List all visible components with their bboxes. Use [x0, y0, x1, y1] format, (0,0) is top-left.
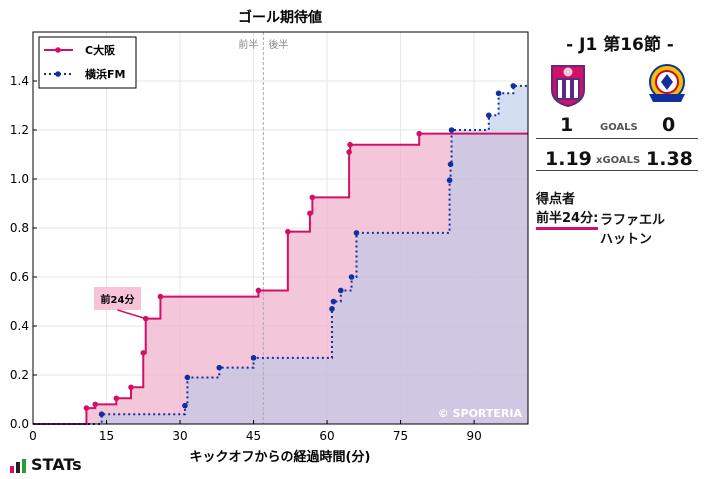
annotation-box — [94, 287, 141, 310]
series-1-point — [216, 364, 223, 371]
series-1-point — [329, 306, 335, 312]
series-0-point — [255, 287, 262, 294]
chart-watermark: © SPORTERIA — [438, 407, 523, 420]
home-goals: 1 — [560, 114, 574, 136]
series-0-point — [309, 194, 316, 201]
series-0-point — [285, 228, 291, 235]
series-area-1 — [33, 85, 528, 425]
y-tick-label: 1.2 — [10, 123, 29, 137]
x-tick-label: 15 — [99, 429, 114, 443]
chart-area-fills — [33, 85, 528, 425]
x-tick-label: 30 — [172, 429, 187, 443]
series-1-point — [448, 127, 455, 133]
x-tick-label: 75 — [393, 429, 408, 443]
chart-axes: 0.0 0.2 0.4 0.6 0.8 1.0 1.2 1.4 0 15 30 45 60 75 90 — [10, 31, 529, 443]
series-0-point — [307, 210, 313, 217]
series-0-point — [157, 293, 164, 300]
goals-label: GOALS — [600, 122, 638, 133]
x-axis-label: キックオフからの経過時間(分) — [190, 449, 371, 465]
series-0-point — [347, 141, 353, 148]
series-1-point — [250, 355, 257, 361]
series-1-point — [353, 230, 360, 236]
series-1-point — [184, 374, 191, 381]
series-line-1 — [33, 84, 528, 425]
series-1-point — [98, 411, 105, 418]
x-tick-label: 45 — [246, 429, 261, 443]
series-1-point — [446, 177, 453, 184]
annotation-label: 前24分 — [101, 293, 135, 306]
series-1-point — [348, 274, 355, 280]
series-0-point — [140, 350, 147, 356]
y-tick-label: 0.6 — [10, 270, 29, 284]
first-half-label: 前半 — [238, 38, 258, 51]
xgoals-row: 1.19 xGOALS 1.38 — [536, 148, 698, 171]
series-1-point — [485, 112, 492, 119]
match-title: - J1 第16節 - — [566, 35, 674, 55]
y-tick-label: 0.0 — [10, 417, 29, 431]
series-0-point — [83, 405, 90, 411]
away-goals: 0 — [662, 114, 676, 136]
series-1-point — [510, 83, 517, 89]
legend-label-1: 横浜FM — [85, 67, 125, 81]
chart-title: ゴール期待値 — [238, 9, 322, 26]
home-xg: 1.19 — [545, 148, 592, 170]
x-tick-label: 0 — [29, 429, 37, 443]
scorer-time: 前半24分: — [536, 211, 599, 230]
legend-marker-0 — [55, 47, 61, 53]
legend-marker-1 — [55, 71, 61, 77]
xg-chart: ゴール期待値 前半 後半 0.0 0.2 0.4 0.6 0.8 1.0 1.2 1.4 0 15 3… — [10, 9, 529, 465]
xgoals-label: xGOALS — [596, 155, 641, 166]
series-1-point — [337, 287, 344, 294]
series-0-point — [92, 401, 99, 408]
series-0-point — [416, 130, 422, 137]
y-tick-label: 1.4 — [10, 74, 29, 88]
goal-annotation: 前24分 — [94, 287, 146, 320]
series-0-point — [346, 149, 352, 155]
series-1-point — [330, 298, 337, 305]
series-1-point — [495, 90, 502, 97]
goals-row: 1 GOALS 0 — [536, 114, 698, 139]
second-half-label: 後半 — [268, 38, 288, 51]
brand-name: STATs — [31, 455, 82, 474]
y-tick-label: 0.4 — [10, 319, 29, 333]
scorer-name: ラファエル ハットン — [600, 213, 666, 247]
cerezo-osaka-crest-icon — [551, 65, 585, 108]
scorers-title: 得点者 — [536, 192, 576, 207]
series-0-point — [128, 384, 134, 391]
legend-label-0: C大阪 — [85, 43, 116, 57]
y-tick-label: 0.2 — [10, 368, 29, 382]
bar-chart-icon — [10, 459, 26, 473]
series-0-point — [142, 315, 149, 322]
series-0-point — [113, 395, 120, 402]
series-1-point — [447, 161, 454, 168]
x-tick-label: 60 — [319, 429, 334, 443]
away-xg: 1.38 — [646, 148, 693, 170]
y-tick-label: 0.8 — [10, 221, 29, 235]
annotation-pointer — [117, 309, 146, 320]
yokohama-f-marinos-crest-icon — [649, 64, 685, 102]
x-tick-label: 90 — [466, 429, 481, 443]
y-tick-label: 1.0 — [10, 172, 29, 186]
legend-box — [38, 36, 137, 89]
chart-series-markers — [83, 83, 517, 418]
series-1-point — [182, 402, 188, 409]
